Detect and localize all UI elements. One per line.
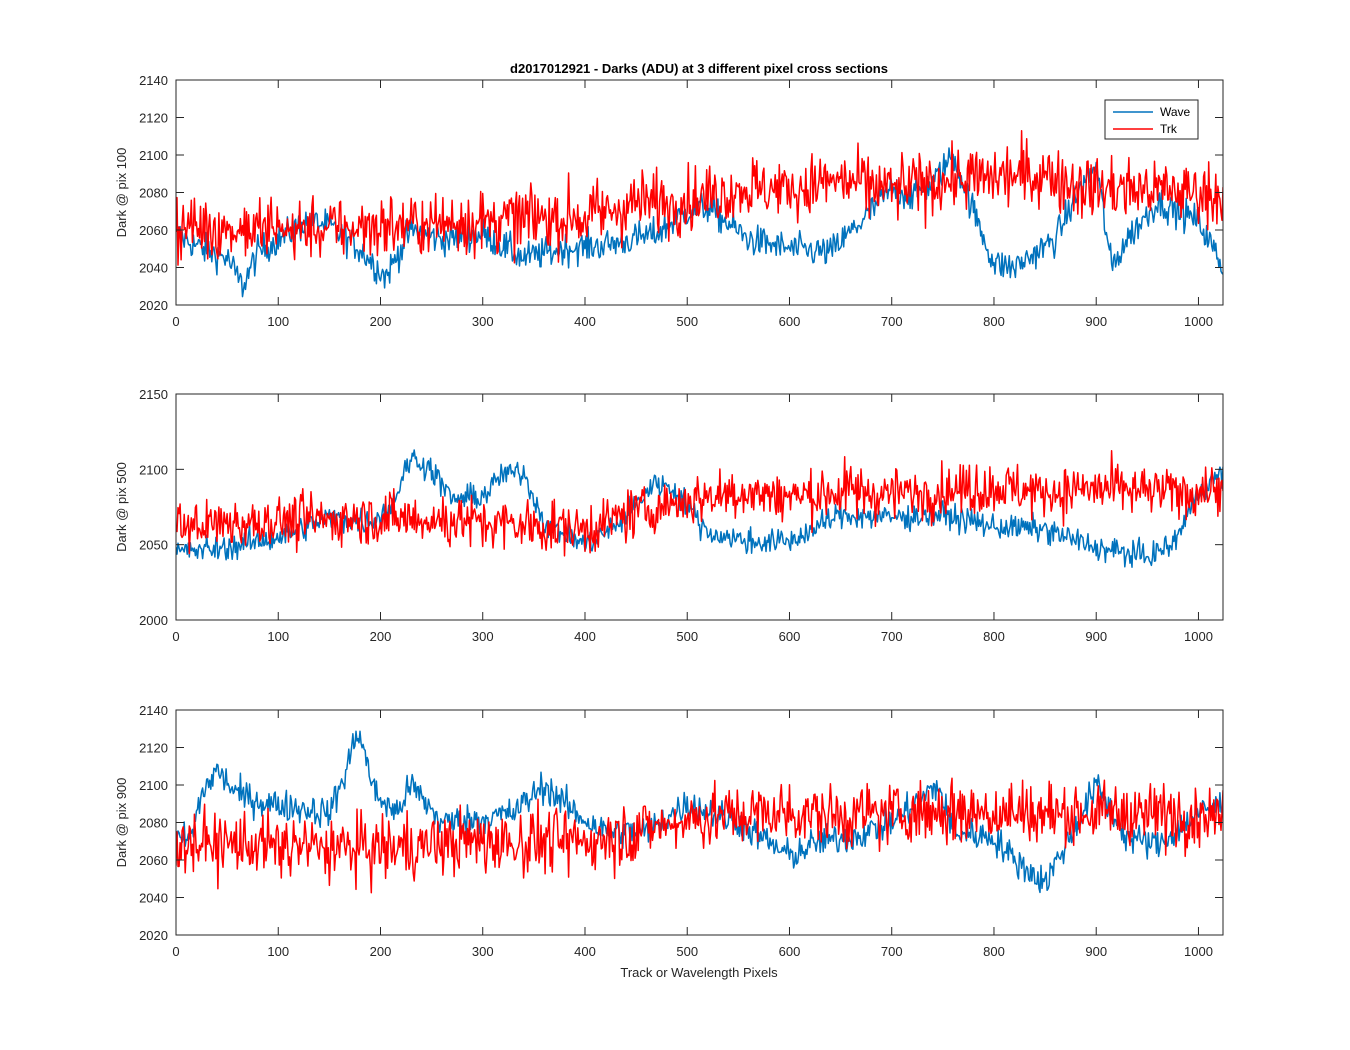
y-tick-label: 2080	[139, 186, 168, 201]
subplot-3: 0 100 200 300 400 500 600 700 800 900 1000 2020 2040…	[114, 703, 1224, 959]
series-line-trk	[176, 450, 1223, 557]
y-axis-label: Dark @ pix 500	[114, 462, 129, 552]
x-tick-label: 100	[267, 629, 289, 644]
x-tick-label: 500	[676, 314, 698, 329]
y-tick-label: 2040	[139, 261, 168, 276]
subplot-2: 0 100 200 300 400 500 600 700 800 900 1000 2000 2050…	[114, 387, 1224, 644]
axes-box	[175, 393, 1224, 621]
x-axis-label: Track or Wavelength Pixels	[620, 965, 778, 980]
x-tick-label: 500	[676, 944, 698, 959]
x-tick-label: 800	[983, 629, 1005, 644]
series-line-wave	[176, 449, 1223, 568]
x-tick-label: 400	[574, 314, 596, 329]
x-tick-label: 800	[983, 944, 1005, 959]
x-tick-label: 900	[1085, 314, 1107, 329]
y-tick-label: 2100	[139, 778, 168, 793]
x-tick-label: 600	[779, 944, 801, 959]
x-tick-label: 200	[370, 629, 392, 644]
y-tick-label: 2140	[139, 73, 168, 88]
legend-label-trk: Trk	[1160, 122, 1178, 136]
x-tick-label: 700	[881, 629, 903, 644]
legend: Wave Trk	[1104, 99, 1199, 140]
y-tick-label: 2080	[139, 816, 168, 831]
y-tick-label: 2060	[139, 223, 168, 238]
y-tick-label: 2140	[139, 703, 168, 718]
y-tick-label: 2120	[139, 111, 168, 126]
x-tick-label: 500	[676, 629, 698, 644]
x-tick-label: 200	[370, 314, 392, 329]
x-tick-label: 300	[472, 314, 494, 329]
x-tick-label: 900	[1085, 629, 1107, 644]
x-tick-label: 0	[172, 314, 179, 329]
x-tick-label: 600	[779, 314, 801, 329]
x-tick-label: 900	[1085, 944, 1107, 959]
x-tick-label: 100	[267, 314, 289, 329]
figure-title: d2017012921 - Darks (ADU) at 3 different…	[510, 61, 888, 76]
x-tick-label: 300	[472, 629, 494, 644]
y-tick-label: 2060	[139, 853, 168, 868]
x-tick-label: 400	[574, 944, 596, 959]
y-tick-label: 2120	[139, 741, 168, 756]
x-tick-label: 1000	[1184, 629, 1213, 644]
series-line-trk	[176, 777, 1223, 894]
y-tick-label: 2020	[139, 928, 168, 943]
x-tick-label: 0	[172, 944, 179, 959]
x-tick-label: 400	[574, 629, 596, 644]
y-tick-label: 2050	[139, 538, 168, 553]
x-tick-label: 1000	[1184, 314, 1213, 329]
series-line-trk	[176, 130, 1223, 266]
x-tick-label: 300	[472, 944, 494, 959]
subplots: 0 100 200 300 400 500 600 700 800 900 100020202040…	[114, 73, 1224, 959]
x-tick-label: 800	[983, 314, 1005, 329]
subplot-1: 0 100 200 300 400 500 600 700 800 900 1000 2020 2040…	[114, 73, 1224, 329]
x-tick-label: 1000	[1184, 944, 1213, 959]
y-tick-label: 2100	[139, 462, 168, 477]
legend-box	[1104, 99, 1199, 140]
plot-area	[176, 80, 1223, 305]
y-tick-label: 2000	[139, 613, 168, 628]
plot-area	[176, 710, 1223, 935]
legend-label-wave: Wave	[1160, 105, 1191, 119]
x-tick-label: 700	[881, 314, 903, 329]
x-tick-label: 200	[370, 944, 392, 959]
x-tick-label: 700	[881, 944, 903, 959]
y-tick-label: 2040	[139, 891, 168, 906]
y-axis-label: Dark @ pix 900	[114, 778, 129, 868]
y-tick-label: 2020	[139, 298, 168, 313]
x-tick-label: 100	[267, 944, 289, 959]
y-tick-label: 2150	[139, 387, 168, 402]
x-tick-label: 600	[779, 629, 801, 644]
x-tick-label: 0	[172, 629, 179, 644]
y-tick-label: 2100	[139, 148, 168, 163]
plot-area	[176, 394, 1223, 620]
series-line-wave	[176, 730, 1223, 894]
y-axis-label: Dark @ pix 100	[114, 148, 129, 238]
